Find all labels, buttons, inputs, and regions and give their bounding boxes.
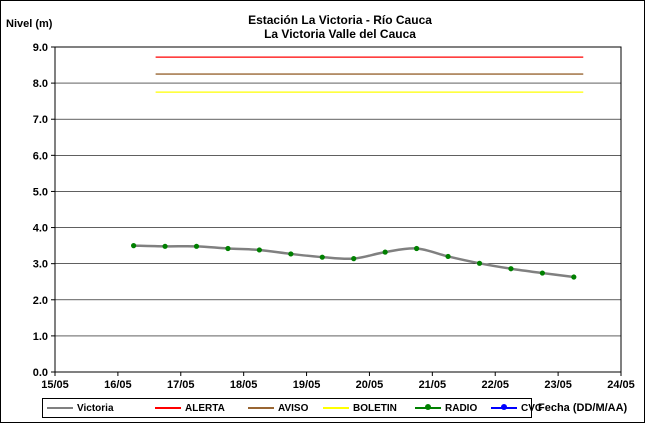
x-axis-ticks: 15/05 16/05 17/05 18/05 19/05 20/05 21/05 22/05…: [41, 372, 635, 391]
y-tick-label: 7.0: [33, 114, 48, 126]
series-radio-point: [476, 260, 483, 266]
legend: Victoria ALERTA AVISO BOLETIN RADIO CVC: [42, 398, 542, 418]
series-radio-point: [539, 270, 545, 276]
y-tick-label: 2.0: [33, 295, 48, 307]
gridlines: [55, 82, 621, 337]
series-radio-point: [445, 253, 451, 260]
legend-swatch: [415, 404, 441, 410]
x-tick-label: 15/05: [41, 379, 69, 391]
series-radio-point: [256, 247, 262, 253]
series-radio-point: [225, 245, 231, 252]
series-radio-point: [288, 251, 294, 257]
series-radio-point: [414, 245, 420, 252]
legend-item-alerta: ALERTA: [155, 401, 225, 415]
legend-marker: [425, 404, 431, 410]
legend-label: AVISO: [278, 402, 309, 414]
y-tick-label: 3.0: [33, 259, 48, 271]
legend-item-radio: RADIO: [415, 401, 477, 415]
legend-item-boletin: BOLETIN: [323, 401, 397, 415]
marker-layer: [131, 243, 577, 280]
series-radio-point: [131, 243, 137, 249]
x-tick-label: 18/05: [230, 379, 258, 391]
y-tick-label: 1.0: [33, 331, 48, 343]
y-tick-label: 0.0: [33, 367, 48, 379]
y-tick-label: 6.0: [33, 150, 48, 162]
chart-title: Estación La Victoria - Río Cauca: [248, 13, 432, 27]
legend-label: Victoria: [77, 402, 114, 414]
series-radio-point: [571, 274, 577, 280]
x-tick-label: 16/05: [104, 379, 132, 391]
x-tick-label: 19/05: [293, 379, 321, 391]
y-tick-label: 4.0: [33, 223, 48, 235]
legend-swatch: [47, 407, 73, 409]
legend-swatch: [155, 407, 181, 409]
x-tick-label: 21/05: [419, 379, 447, 391]
legend-label: RADIO: [445, 402, 478, 414]
x-axis-label: Fecha (DD/M/AA): [538, 402, 628, 414]
plot-area: [54, 46, 622, 373]
y-tick-label: 8.0: [33, 78, 48, 90]
x-tick-label: 20/05: [356, 379, 384, 391]
x-tick-label: 22/05: [481, 379, 509, 391]
chart-subtitle: La Victoria Valle del Cauca: [264, 27, 416, 41]
x-tick-label: 17/05: [167, 379, 195, 391]
series-radio-point: [508, 266, 514, 272]
legend-item-victoria: Victoria: [47, 401, 114, 415]
y-axis-label: Nivel (m): [6, 18, 53, 30]
y-axis-ticks: 0.0 1.0 2.0 3.0 4.0 5.0 6.0 7.0 8.0 9.0: [33, 42, 55, 379]
x-tick-label: 24/05: [607, 379, 635, 391]
series-radio-point: [162, 243, 168, 249]
legend-item-cvc: CVC: [491, 401, 542, 415]
legend-label: CVC: [521, 402, 543, 414]
y-tick-label: 5.0: [33, 186, 48, 198]
legend-swatch: [248, 407, 274, 409]
y-tick-label: 9.0: [33, 42, 48, 54]
legend-label: ALERTA: [185, 402, 225, 414]
legend-marker: [501, 404, 507, 410]
series-radio-point: [351, 256, 357, 262]
legend-label: BOLETIN: [353, 402, 397, 414]
legend-item-aviso: AVISO: [248, 401, 308, 415]
series-radio-point: [319, 254, 325, 260]
series-radio-point: [193, 243, 200, 249]
series-radio-point: [382, 249, 388, 255]
legend-swatch: [323, 407, 349, 409]
legend-swatch: [491, 404, 517, 410]
x-tick-label: 23/05: [544, 379, 572, 391]
